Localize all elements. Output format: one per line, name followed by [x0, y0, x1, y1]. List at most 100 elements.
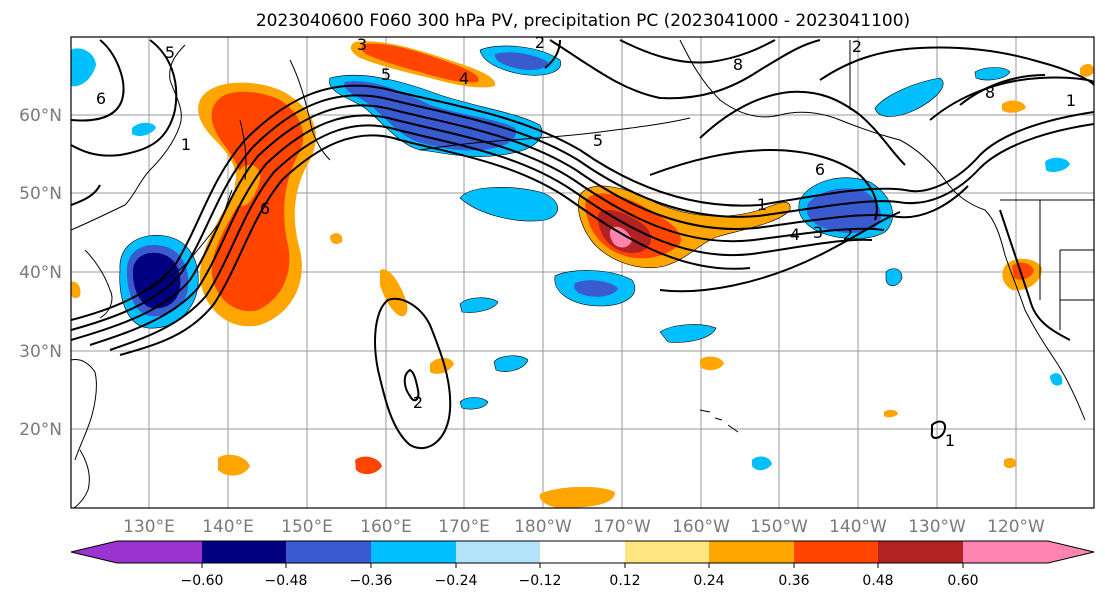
- contour-line: [89, 114, 885, 346]
- colorbar-tick-label: −0.12: [519, 573, 562, 589]
- contour-line: [71, 84, 1094, 321]
- shade-neg-alaska-1: [874, 77, 944, 117]
- contour-line: [619, 39, 776, 64]
- coast-aleutians: [419, 117, 691, 151]
- colorbar-segment: [540, 541, 625, 563]
- colorbar-tick-label: 0.24: [693, 573, 724, 589]
- lon-label: 140°E: [202, 517, 254, 537]
- contour-label: 1: [757, 195, 767, 214]
- shade-pos-calif-strong: [1012, 262, 1034, 280]
- map-content: [71, 37, 1094, 508]
- contour-line: [71, 94, 1094, 331]
- shade-pos-korea: [71, 281, 81, 299]
- contour-line: [109, 124, 873, 351]
- lon-label: 130°E: [123, 517, 175, 537]
- contour-line: [930, 420, 946, 439]
- contour-label: 8: [985, 83, 995, 102]
- colorbar-segment: [371, 541, 456, 563]
- contour-line: [649, 148, 878, 221]
- lon-label: 150°W: [750, 517, 808, 537]
- coast-korea: [84, 249, 113, 319]
- precip-positive-anomalies: [71, 41, 1094, 508]
- coastlines: [71, 39, 1094, 508]
- contour-label-group: 5 6 1 6 5 2 8 5 4 3 1 6 4 3 2 2 1 8 2 1: [96, 33, 1076, 450]
- shade-pos-subtrop-7: [330, 233, 343, 244]
- contour-line: [119, 134, 751, 356]
- shade-pos-subtrop-4: [218, 454, 250, 476]
- coast-philippines: [73, 449, 90, 508]
- lon-axis: 130°E 140°E 150°E 160°E 170°E 180°W 170°…: [123, 517, 1045, 537]
- colorbar-segment: [878, 541, 963, 563]
- shade-neg-midpac-3: [659, 324, 717, 343]
- coast-bc: [944, 179, 1086, 421]
- shade-neg-midpac-2-strong: [574, 280, 618, 297]
- shade-pos-small-1: [884, 409, 898, 418]
- shade-pos-small-2: [1004, 458, 1017, 469]
- lon-label: 150°E: [281, 517, 333, 537]
- colorbar-tick-label: 0.36: [778, 573, 809, 589]
- colorbar-segment: [794, 541, 878, 563]
- shade-pos-bering-strong: [361, 43, 479, 83]
- coast-alaska: [679, 39, 946, 181]
- contour-label: 5: [165, 43, 175, 62]
- contour-label: 1: [181, 135, 191, 154]
- colorbar-segment: [963, 541, 1048, 563]
- contour-line: [544, 39, 561, 69]
- shade-neg-small-1: [885, 268, 903, 287]
- contour-line: [374, 297, 452, 450]
- shade-neg-alaska-2: [974, 67, 1011, 81]
- shade-neg-midpac-6: [459, 397, 489, 410]
- pv-contours: [71, 39, 1094, 450]
- colorbar-tick-label: 0.12: [609, 573, 640, 589]
- coast-kamchatka: [289, 59, 331, 161]
- colorbar-extend-low: [71, 541, 117, 563]
- contour-line: [71, 184, 101, 206]
- contour-label: 3: [357, 35, 367, 54]
- colorbar-ticks: [201, 563, 964, 568]
- map-frame: [70, 36, 1095, 509]
- lon-label: 170°E: [438, 517, 490, 537]
- contour-label: 2: [413, 393, 423, 412]
- figure-title: 2023040600 F060 300 hPa PV, precipitatio…: [256, 11, 910, 31]
- colorbar-tick-labels: −0.60 −0.48 −0.36 −0.24 −0.12 0.12 0.24 …: [181, 573, 979, 589]
- contour-line: [819, 46, 1094, 86]
- colorbar-tick-label: −0.24: [435, 573, 478, 589]
- contour-line: [403, 368, 420, 402]
- contour-label: 2: [852, 37, 862, 56]
- shade-pos-manchuria-strong: [211, 91, 304, 312]
- lon-label: 120°W: [987, 517, 1045, 537]
- contour-label: 2: [843, 225, 853, 244]
- shade-pos-subtrop-1: [380, 269, 408, 317]
- contour-line: [929, 76, 1094, 121]
- lon-label: 160°E: [360, 517, 412, 537]
- contour-label: 4: [790, 225, 800, 244]
- shade-pos-subtrop-6: [700, 356, 724, 371]
- contour-line: [699, 90, 906, 166]
- lat-label: 20°N: [19, 420, 62, 440]
- lon-label: 160°W: [672, 517, 730, 537]
- colorbar-extend-high: [1048, 541, 1094, 563]
- contour-line: [71, 104, 969, 341]
- shade-neg-japan-max: [132, 252, 181, 309]
- coast-asia: [71, 44, 186, 231]
- contour-label: 1: [945, 431, 955, 450]
- shade-pos-subtrop-2: [430, 358, 454, 374]
- shade-neg-midpac-5: [493, 355, 529, 372]
- hawaii: [699, 409, 739, 433]
- lat-label: 50°N: [19, 184, 62, 204]
- colorbar-tick-label: −0.60: [181, 573, 224, 589]
- lon-label: 180°W: [514, 517, 572, 537]
- shade-neg-nw-corner: [71, 48, 96, 87]
- contour-label: 3: [813, 223, 823, 242]
- colorbar-segment: [456, 541, 540, 563]
- shade-pos-subtrop-5: [539, 486, 615, 508]
- lon-label: 170°W: [593, 517, 651, 537]
- shade-neg-midpac-1: [459, 187, 558, 222]
- colorbar-tick-label: 0.48: [862, 573, 893, 589]
- lat-label: 60°N: [19, 106, 62, 126]
- contour-label: 6: [815, 160, 825, 179]
- lat-label: 30°N: [19, 342, 62, 362]
- contour-line: [71, 39, 125, 122]
